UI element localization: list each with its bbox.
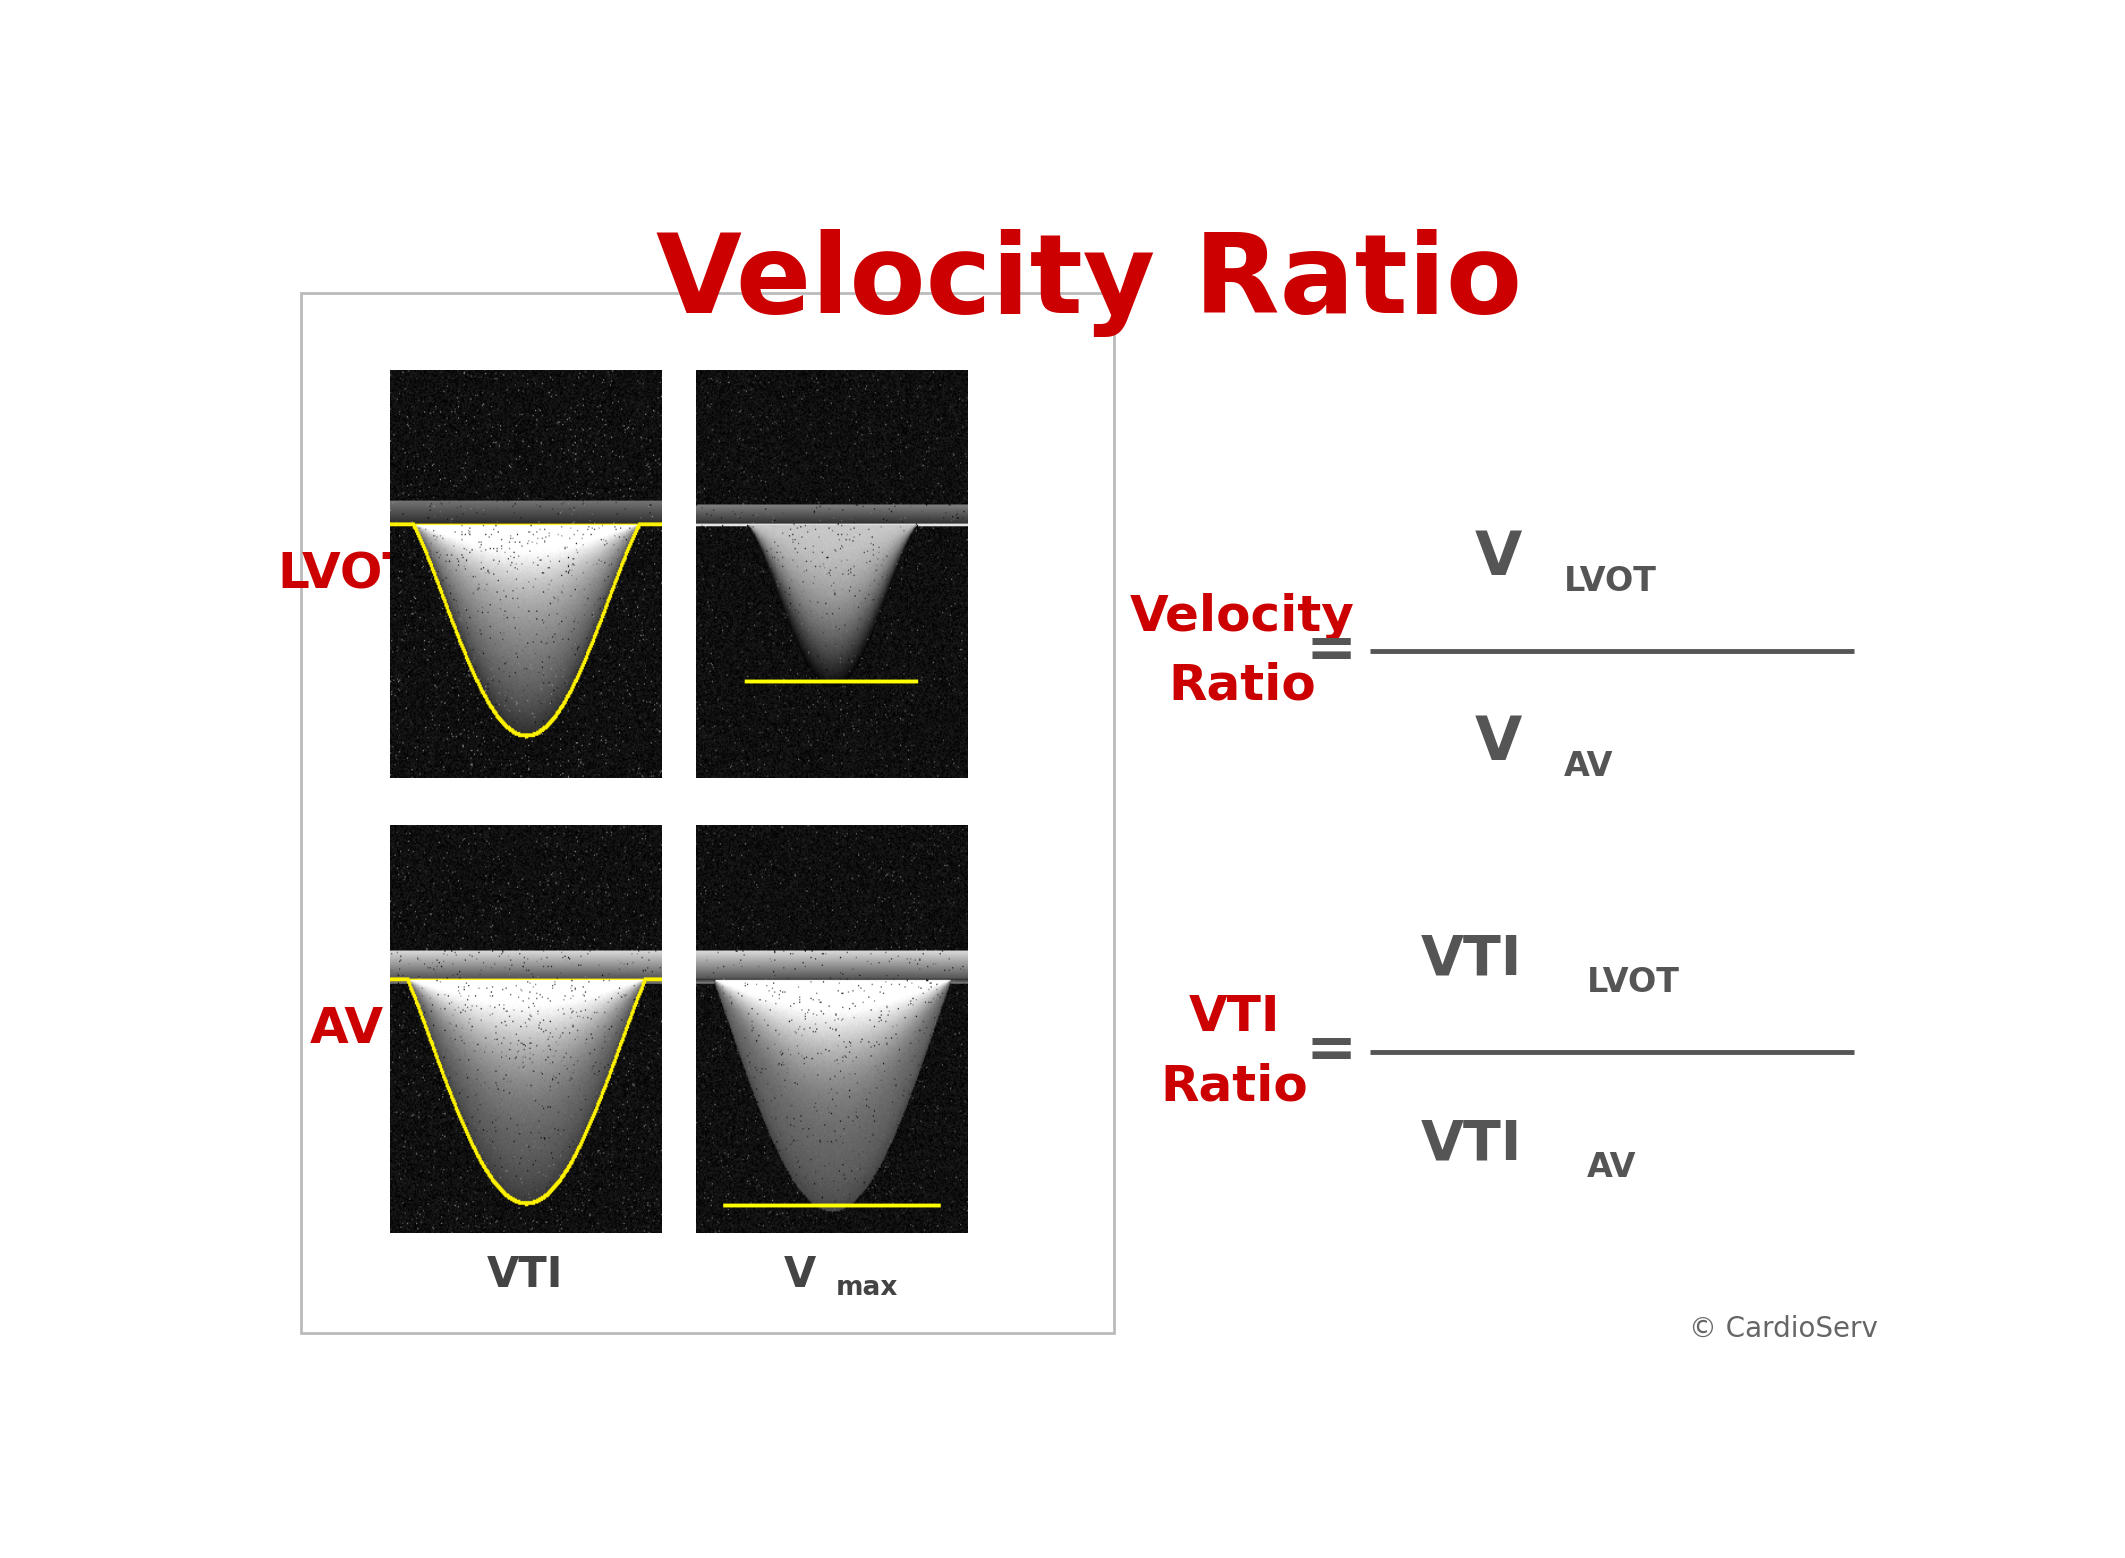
Text: max: max <box>835 1274 897 1301</box>
Text: =: = <box>1305 622 1358 681</box>
Text: VTI: VTI <box>487 1254 563 1296</box>
Text: Ratio: Ratio <box>1160 1063 1309 1111</box>
FancyBboxPatch shape <box>300 293 1114 1332</box>
Text: LVOT: LVOT <box>1587 966 1681 999</box>
Text: Ratio: Ratio <box>1169 662 1315 710</box>
Text: AV: AV <box>1587 1151 1636 1184</box>
Text: AV: AV <box>310 1005 385 1053</box>
Text: © CardioServ: © CardioServ <box>1689 1315 1878 1343</box>
Text: V: V <box>1475 714 1522 773</box>
Text: VTI: VTI <box>1188 992 1279 1041</box>
Text: V: V <box>784 1254 816 1296</box>
Text: Velocity Ratio: Velocity Ratio <box>657 229 1522 338</box>
Text: VTI: VTI <box>1420 1117 1521 1172</box>
Text: AV: AV <box>1564 751 1613 784</box>
Text: VTI: VTI <box>1420 932 1521 986</box>
Text: Velocity: Velocity <box>1130 592 1354 640</box>
Text: V: V <box>1475 530 1522 589</box>
Text: =: = <box>1305 1022 1358 1081</box>
Text: LVOT: LVOT <box>1564 566 1658 598</box>
Text: LVOT: LVOT <box>276 550 416 598</box>
